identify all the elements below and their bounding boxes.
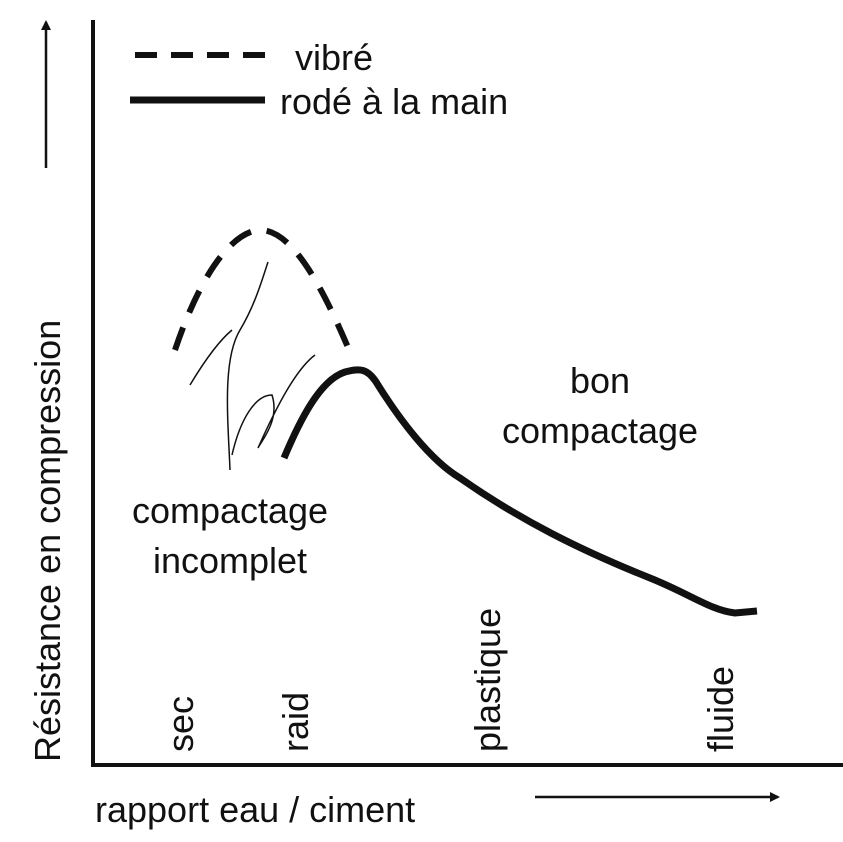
hand-curve — [280, 366, 758, 617]
annotation: compactage — [132, 490, 328, 531]
workability-label: plastique — [467, 608, 508, 752]
workability-label: fluide — [700, 666, 741, 752]
leader — [231, 354, 316, 456]
annotation: incomplet — [153, 540, 307, 581]
annotation: compactage — [502, 410, 698, 451]
leader — [189, 329, 233, 386]
y-axis-label: Résistance en compression — [27, 320, 68, 762]
legend-label: vibré — [295, 37, 373, 78]
workability-label: sec — [160, 696, 201, 752]
vibrated-curve — [172, 226, 355, 359]
workability-label: raid — [275, 692, 316, 752]
x-axis-label: rapport eau / ciment — [95, 789, 415, 830]
leader — [226, 261, 269, 471]
legend-label: rodé à la main — [280, 81, 508, 122]
annotation: bon — [570, 360, 630, 401]
